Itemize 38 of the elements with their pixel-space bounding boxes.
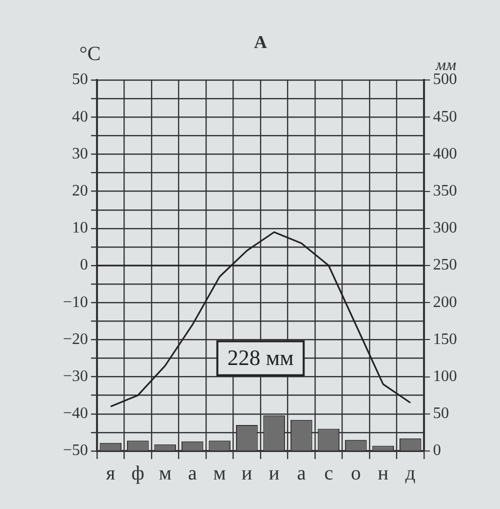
y-tick-label: −10 — [62, 294, 88, 311]
x-tick-label: о — [350, 462, 361, 484]
x-tick-label: и — [268, 462, 280, 484]
x-tick-label: н — [378, 462, 389, 484]
y-tick-label: −40 — [62, 405, 88, 422]
y-tick-label: −20 — [62, 330, 88, 348]
y-tick-label: 30 — [72, 145, 88, 162]
x-tick-label: я — [106, 462, 116, 484]
y2-tick-label: 500 — [433, 71, 457, 88]
y-tick-label: 20 — [72, 182, 88, 200]
y2-tick-label: 0 — [433, 442, 441, 460]
x-tick-label: д — [405, 462, 416, 484]
y-tick-label: 0 — [80, 256, 88, 274]
x-tick-label: а — [296, 462, 306, 484]
x-tick-label: с — [324, 462, 334, 484]
y-axis-title: °C — [79, 43, 101, 65]
x-tick-label: ф — [131, 462, 144, 484]
y2-tick-label: 250 — [433, 256, 457, 274]
x-tick-label: а — [188, 462, 197, 484]
y-tick-label: 50 — [72, 71, 88, 88]
y2-tick-label: 400 — [433, 145, 457, 162]
y2-tick-label: 350 — [433, 182, 457, 200]
y2-tick-label: 450 — [433, 108, 457, 126]
y2-tick-label: 50 — [433, 405, 449, 422]
y2-axis-title: мм — [434, 57, 456, 74]
x-tick-label: м — [213, 462, 226, 484]
y2-tick-label: 200 — [433, 294, 457, 311]
y-tick-label: −50 — [62, 442, 88, 460]
y-tick-label: 40 — [72, 108, 88, 126]
y2-tick-label: 300 — [433, 220, 457, 237]
y2-tick-label: 100 — [433, 368, 457, 386]
y2-tick-label: 150 — [433, 330, 457, 348]
y-tick-label: −30 — [62, 368, 88, 386]
x-tick-label: и — [242, 462, 253, 484]
chart-title: А — [254, 32, 268, 52]
y-tick-label: 10 — [72, 220, 88, 237]
x-tick-label: м — [158, 462, 172, 484]
annotation: 228 мм — [227, 345, 294, 370]
